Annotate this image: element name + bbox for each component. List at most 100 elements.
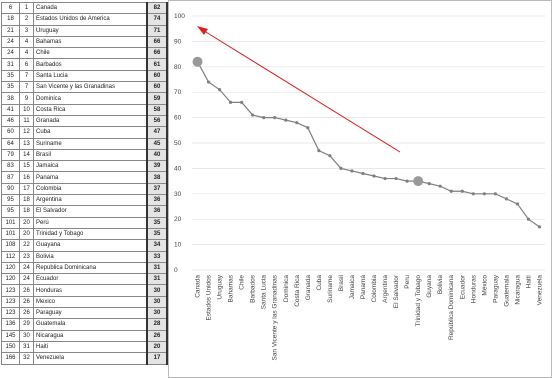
data-table: 6 1 Canada 82 18 2 Estados Unidos de America 74… [1,1,168,365]
marker [526,217,531,221]
rank-cell: 101 [1,216,20,229]
region-rank-cell: 3 [19,24,34,37]
x-tick-label: Panamá [360,275,367,300]
y-tick-label: 20 [174,216,182,223]
rank-cell: 24 [1,47,20,60]
marker [515,202,520,206]
arrow-line [200,28,401,153]
region-rank-cell: 24 [19,261,34,275]
country-cell: Paraguay [33,307,148,320]
region-rank-cell: 29 [19,318,34,331]
x-tick-label: El Salvador [393,274,400,308]
score-cell: 30 [146,284,168,297]
country-cell: Guayana [33,239,148,252]
table-row: 79 14 Brasil 40 [1,148,168,162]
x-tick-label: Suriname [327,275,334,303]
country-cell: Honduras [33,284,148,297]
region-rank-cell: 4 [19,47,34,60]
region-rank-cell: 13 [19,137,34,150]
rank-cell: 21 [1,24,20,37]
table-row: 46 11 Granada 56 [1,114,168,128]
country-cell: Cuba [33,126,148,139]
score-cell: 58 [146,103,168,116]
table-row: 95 18 Argentina 36 [1,194,168,207]
country-cell: Suriname [33,137,148,150]
x-tick-label: Paraguay [492,274,499,303]
x-tick-label: Guyana [426,275,433,298]
table-row: 166 32 Venezuela 17 [1,352,168,365]
score-cell: 35 [146,216,168,229]
table-row: 18 2 Estados Unidos de America 74 [1,13,168,26]
table-row: 101 20 Trinidad y Tobago 35 [1,227,168,241]
table-row: 123 26 Honduras 30 [1,284,168,297]
x-tick-label: Dominica [283,275,290,302]
region-rank-cell: 1 [19,1,34,15]
rank-cell: 38 [1,92,20,105]
country-cell: San Vicente y las Granadinas [33,81,148,94]
region-rank-cell: 12 [19,126,34,139]
region-rank-cell: 31 [19,340,34,354]
region-rank-cell: 26 [19,307,34,320]
country-cell: Uruguay [33,24,148,37]
country-cell: Nicaragua [33,329,148,342]
region-rank-cell: 23 [19,250,34,263]
marker [217,88,222,92]
rank-cell: 83 [1,160,20,173]
x-tick-label: Estados Unidos [206,274,213,320]
country-cell: Dominica [33,92,148,105]
rank-cell: 87 [1,171,20,184]
highlight-marker [413,176,424,187]
table-row: 60 12 Cuba 47 [1,126,168,139]
country-cell: Venezuela [33,352,148,365]
marker [284,118,288,122]
table-row: 120 24 Republica Dominicana 31 [1,261,168,275]
marker [206,80,211,84]
rank-cell: 145 [1,329,20,342]
score-cell: 38 [146,171,168,184]
region-rank-cell: 14 [19,148,34,162]
marker [405,179,409,183]
rank-cell: 120 [1,261,20,275]
table-row: 87 16 Panama 38 [1,171,168,184]
table-row: 31 6 Barbados 61 [1,58,168,71]
x-tick-label: Barbados [250,274,257,303]
region-rank-cell: 22 [19,239,34,252]
region-rank-cell: 18 [19,194,34,207]
region-rank-cell: 20 [19,227,34,241]
region-rank-cell: 6 [19,58,34,71]
x-tick-label: Brasil [338,274,345,291]
x-tick-label: República Dominicana [448,275,455,340]
rank-cell: 123 [1,307,20,320]
score-cell: 45 [146,137,168,150]
marker [460,189,464,193]
rank-cell: 108 [1,239,20,252]
arrow-head [197,26,208,35]
country-cell: Argentina [33,194,148,207]
x-tick-label: San Vicente y las Granadinas [272,274,279,360]
rank-cell: 31 [1,58,20,71]
x-tick-label: Nicaragua [514,275,521,305]
country-cell: Mexico [33,295,148,309]
rank-cell: 136 [1,318,20,331]
x-tick-label: Uruguay [217,274,224,299]
x-tick-label: Guatemala [503,275,510,307]
chart: 0 10 20 30 40 50 60 70 80 90 100 Canada Estados Unid… [168,0,552,378]
table-row: 35 7 Santa Lucia 60 [1,69,168,83]
score-cell: 82 [146,1,168,15]
score-cell: 20 [146,340,168,354]
marker [339,166,343,170]
chart-frame [168,0,552,378]
marker [471,192,475,196]
country-cell: Barbados [33,58,148,71]
rank-cell: 101 [1,227,20,241]
marker [273,116,277,120]
rank-cell: 123 [1,284,20,297]
score-cell: 34 [146,239,168,252]
region-rank-cell: 11 [19,114,34,128]
x-tick-label: Trinidad y Tobago [415,275,422,327]
highlight-marker [192,56,203,67]
region-rank-cell: 26 [19,295,34,309]
score-cell: 47 [146,126,168,139]
rank-cell: 95 [1,194,20,207]
table-row: 24 4 Chile 66 [1,47,168,60]
